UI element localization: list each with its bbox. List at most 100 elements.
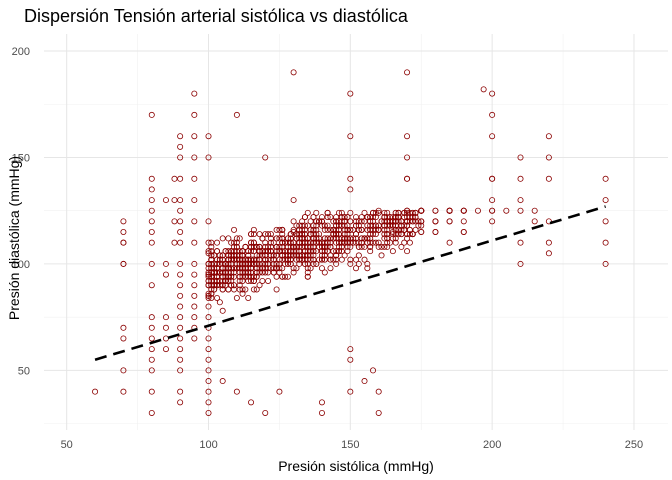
data-point xyxy=(270,265,277,272)
x-tick-label: 50 xyxy=(61,439,73,451)
data-point xyxy=(381,222,388,229)
data-point xyxy=(293,243,300,250)
data-point xyxy=(418,207,425,214)
data-point xyxy=(236,256,243,263)
data-point xyxy=(265,260,272,267)
data-point xyxy=(296,256,303,263)
data-point xyxy=(296,239,303,246)
data-point xyxy=(214,256,221,263)
data-point xyxy=(231,256,238,263)
data-point xyxy=(262,265,269,272)
data-point xyxy=(375,388,382,395)
data-point xyxy=(384,226,391,233)
data-point xyxy=(404,133,411,140)
data-point xyxy=(236,282,243,289)
data-point xyxy=(231,239,238,246)
data-point xyxy=(262,260,269,267)
data-point xyxy=(265,248,272,255)
data-point xyxy=(301,214,308,221)
data-point xyxy=(412,214,419,221)
data-point xyxy=(262,231,269,238)
data-point xyxy=(228,277,235,284)
data-point xyxy=(191,154,198,161)
data-point xyxy=(367,239,374,246)
data-point xyxy=(367,235,374,242)
data-point xyxy=(409,209,416,216)
data-point xyxy=(352,218,359,225)
data-point xyxy=(361,378,368,385)
data-point xyxy=(250,248,257,255)
data-point xyxy=(344,214,351,221)
data-point xyxy=(239,265,246,272)
data-point xyxy=(318,214,325,221)
data-point xyxy=(290,248,297,255)
data-point xyxy=(205,294,212,301)
data-point xyxy=(216,252,223,259)
data-point xyxy=(231,252,238,259)
data-point xyxy=(228,282,235,289)
data-point xyxy=(489,197,496,204)
data-point xyxy=(236,286,243,293)
data-point xyxy=(222,260,229,267)
data-point xyxy=(233,388,240,395)
data-point xyxy=(347,356,354,363)
data-point xyxy=(404,214,411,221)
data-point xyxy=(225,277,232,284)
data-point xyxy=(338,209,345,216)
data-point xyxy=(347,226,354,233)
data-point xyxy=(293,265,300,272)
data-point xyxy=(253,256,260,263)
data-point xyxy=(273,252,280,259)
data-point xyxy=(316,239,323,246)
data-point xyxy=(148,346,155,353)
data-point xyxy=(304,248,311,255)
data-point xyxy=(177,335,184,342)
data-point xyxy=(242,265,249,272)
data-point xyxy=(381,209,388,216)
data-point xyxy=(372,226,379,233)
data-point xyxy=(364,222,371,229)
data-point xyxy=(352,235,359,242)
data-point xyxy=(208,273,215,280)
data-point xyxy=(228,248,235,255)
data-point xyxy=(259,252,266,259)
data-point xyxy=(318,222,325,229)
data-point xyxy=(216,260,223,267)
data-point xyxy=(299,235,306,242)
data-point xyxy=(316,256,323,263)
data-point xyxy=(404,209,411,216)
data-point xyxy=(228,252,235,259)
data-point xyxy=(216,282,223,289)
data-point xyxy=(253,273,260,280)
data-point xyxy=(208,239,215,246)
data-point xyxy=(282,260,289,267)
data-point xyxy=(177,228,184,235)
data-point xyxy=(233,256,240,263)
data-point xyxy=(259,248,266,255)
data-point xyxy=(489,90,496,97)
data-point xyxy=(245,260,252,267)
data-point xyxy=(409,214,416,221)
data-point xyxy=(250,256,257,263)
data-point xyxy=(313,248,320,255)
data-point xyxy=(287,239,294,246)
data-point xyxy=(214,265,221,272)
data-point xyxy=(233,239,240,246)
data-point xyxy=(208,248,215,255)
data-point xyxy=(338,243,345,250)
data-point xyxy=(310,214,317,221)
data-point xyxy=(313,235,320,242)
data-point xyxy=(273,260,280,267)
data-point xyxy=(602,239,609,246)
data-point xyxy=(352,265,359,272)
x-tick-label: 150 xyxy=(341,439,359,451)
data-point xyxy=(335,235,342,242)
data-point xyxy=(338,214,345,221)
data-point xyxy=(225,265,232,272)
data-point xyxy=(219,273,226,280)
data-point xyxy=(148,218,155,225)
data-point xyxy=(398,222,405,229)
data-point xyxy=(231,248,238,255)
data-point xyxy=(474,207,481,214)
data-point xyxy=(233,235,240,242)
